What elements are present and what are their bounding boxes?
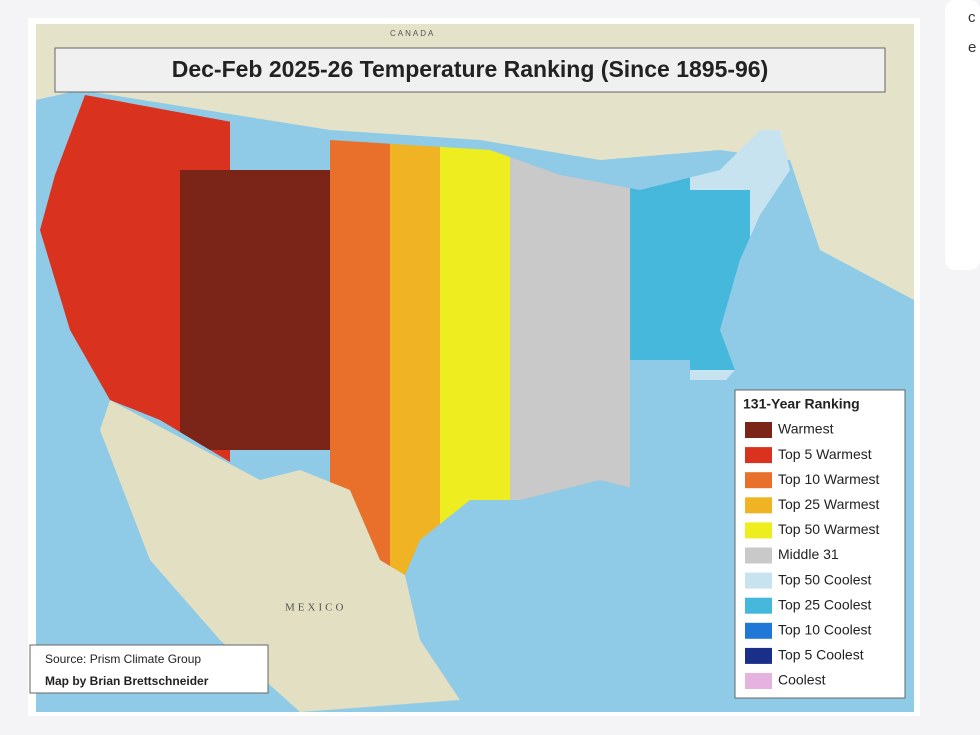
legend-swatch (745, 472, 772, 489)
map-label: CANADA (390, 29, 435, 38)
legend-label: Top 50 Warmest (778, 521, 880, 537)
legend-box (734, 389, 906, 699)
legend-swatch (745, 422, 772, 438)
legend-label: Top 10 Warmest (778, 471, 880, 487)
region (390, 95, 440, 575)
sidebar-text: c (968, 9, 976, 26)
legend-title: 131-Year Ranking (743, 396, 860, 412)
legend-label: Top 5 Warmest (778, 446, 872, 462)
legend-label: Middle 31 (778, 546, 839, 562)
legend-swatch (745, 497, 772, 514)
legend-label: Top 25 Coolest (778, 596, 872, 612)
source: Source: Prism Climate Group (45, 652, 201, 666)
credit: Map by Brian Brettschneider (45, 674, 209, 688)
map-label: MEXICO (285, 602, 346, 614)
canada-land (36, 24, 914, 300)
title: Dec-Feb 2025-26 Temperature Ranking (Sin… (172, 56, 769, 82)
title-box (54, 47, 886, 93)
sidebar-card (945, 0, 980, 270)
legend-swatch (745, 673, 772, 689)
legend-label: Coolest (778, 672, 826, 688)
legend-swatch (745, 547, 772, 564)
legend-swatch (745, 522, 772, 539)
legend-label: Top 50 Coolest (778, 571, 872, 587)
sidebar-text: e (968, 39, 976, 56)
legend-label: Top 25 Warmest (778, 496, 880, 512)
legend-label: Top 5 Coolest (778, 647, 864, 663)
legend-swatch (745, 447, 772, 464)
legend-swatch (745, 647, 772, 664)
region (440, 95, 510, 575)
legend-swatch (745, 622, 772, 639)
legend-label: Top 10 Coolest (778, 622, 872, 638)
source-box (29, 644, 269, 694)
legend-swatch (745, 597, 772, 614)
mexico-land (100, 400, 460, 712)
legend-items: Warmest Top 5 Warmest Top 10 Warmest Top 25… (745, 421, 880, 689)
legend-swatch (745, 572, 772, 589)
legend-label: Warmest (778, 421, 834, 437)
